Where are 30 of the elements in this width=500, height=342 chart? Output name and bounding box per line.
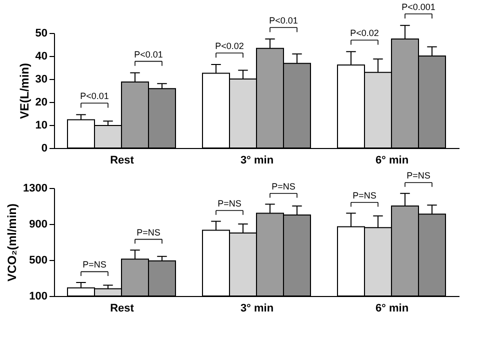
annotation: P=NS bbox=[136, 227, 160, 238]
annotation: P=NS bbox=[82, 260, 106, 270]
x-tick-label: 3° min bbox=[240, 154, 274, 166]
y-tick-label: 1300 bbox=[23, 182, 48, 194]
y-axis-title: VCO₂(ml/min) bbox=[5, 203, 20, 282]
annotation: P=NS bbox=[218, 198, 242, 208]
annotation: P=NS bbox=[352, 190, 376, 200]
x-tick-label: Rest bbox=[110, 154, 134, 166]
y-tick-label: 900 bbox=[29, 218, 48, 230]
x-tick-label: 6° min bbox=[375, 154, 409, 166]
annotation: P<0.02 bbox=[350, 28, 379, 38]
text: P<0.01 bbox=[269, 15, 298, 26]
annotation: P<0.02 bbox=[215, 41, 244, 52]
y-tick-label: 30 bbox=[35, 74, 48, 86]
y-tick-label: 50 bbox=[35, 28, 48, 40]
x-tick-label: Rest bbox=[110, 302, 134, 314]
text: P=NS bbox=[406, 170, 430, 181]
y-tick-label: 0 bbox=[41, 142, 48, 154]
y-axis-title: VE(L/min) bbox=[17, 63, 32, 119]
y-tick-label: 20 bbox=[35, 96, 48, 108]
x-tick-label: 3° min bbox=[240, 302, 274, 314]
text: P<0.001 bbox=[402, 2, 436, 12]
annotation: P=NS bbox=[272, 181, 296, 192]
x-tick-label: 6° min bbox=[375, 302, 409, 314]
annotation: P<0.01 bbox=[80, 91, 109, 102]
y-tick-label: 10 bbox=[35, 120, 48, 132]
y-tick-label: 40 bbox=[35, 50, 48, 62]
y-tick-label: 500 bbox=[29, 254, 48, 266]
y-tick-label: 100 bbox=[29, 290, 48, 302]
annotation: P<0.01 bbox=[134, 49, 163, 60]
